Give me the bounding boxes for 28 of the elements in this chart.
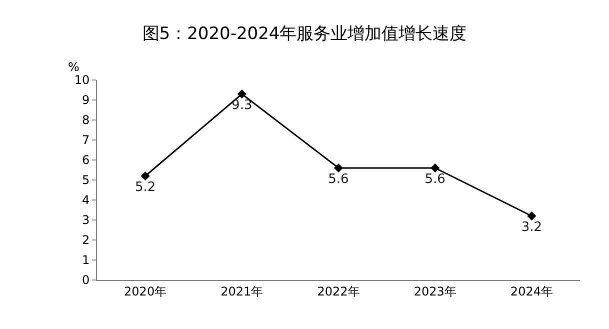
data-label: 9.3 (232, 98, 252, 114)
y-tick-label: 5 (82, 173, 90, 188)
point (140, 171, 150, 181)
data-label: 5.2 (134, 180, 156, 196)
y-tick-label: 9 (82, 93, 90, 108)
y-tick-label: 2 (82, 233, 90, 248)
y-tick-label: 6 (82, 153, 90, 168)
point (430, 163, 440, 173)
y-tick-label: 4 (82, 193, 90, 208)
data-label: 3.2 (521, 220, 542, 236)
y-tick-label: 10 (74, 73, 90, 88)
x-tick-label: 2020年 (124, 284, 167, 298)
y-tick-label: 3 (82, 213, 90, 228)
x-tick-label: 2022年 (317, 284, 360, 298)
y-tick-label: 0 (82, 273, 90, 288)
x-tick-label: 2023年 (414, 284, 456, 298)
data-label: 5.6 (424, 172, 446, 188)
y-tick-label: 8 (82, 113, 90, 128)
point (527, 211, 536, 221)
x-tick-label: 2021年 (220, 284, 264, 298)
point (334, 163, 344, 173)
data-label: 5.6 (328, 172, 349, 188)
chart-title: 图5：2020-2024年服务业增加值增长速度 (142, 24, 467, 44)
y-axis-title: % (68, 60, 80, 74)
y-tick-label: 1 (82, 253, 90, 268)
x-tick-label: 2024年 (510, 284, 553, 298)
point (237, 89, 246, 99)
y-tick-label: 7 (82, 133, 90, 148)
